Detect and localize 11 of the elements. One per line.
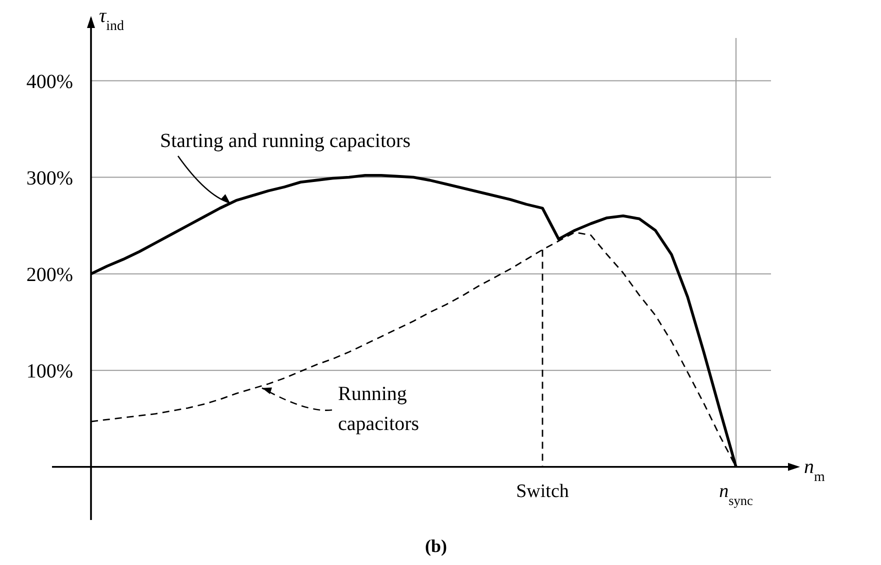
text: (b): [425, 536, 448, 556]
series-label: Starting and running capacitors: [160, 130, 411, 152]
y-tick-label: 100%: [26, 360, 73, 382]
y-axis-title: τ$_{ind}$: [99, 5, 124, 34]
x-tick-label: n$_{sync}$: [719, 480, 754, 508]
x-tick-label: Switch: [516, 480, 570, 502]
y-tick-label: 400%: [26, 70, 73, 93]
x-axis-title: n$_{m}$: [804, 456, 825, 484]
y-tick-label: 300%: [26, 167, 73, 190]
legend-label: Running capacitors: [338, 383, 420, 435]
y-tick-label: 200%: [26, 264, 73, 286]
